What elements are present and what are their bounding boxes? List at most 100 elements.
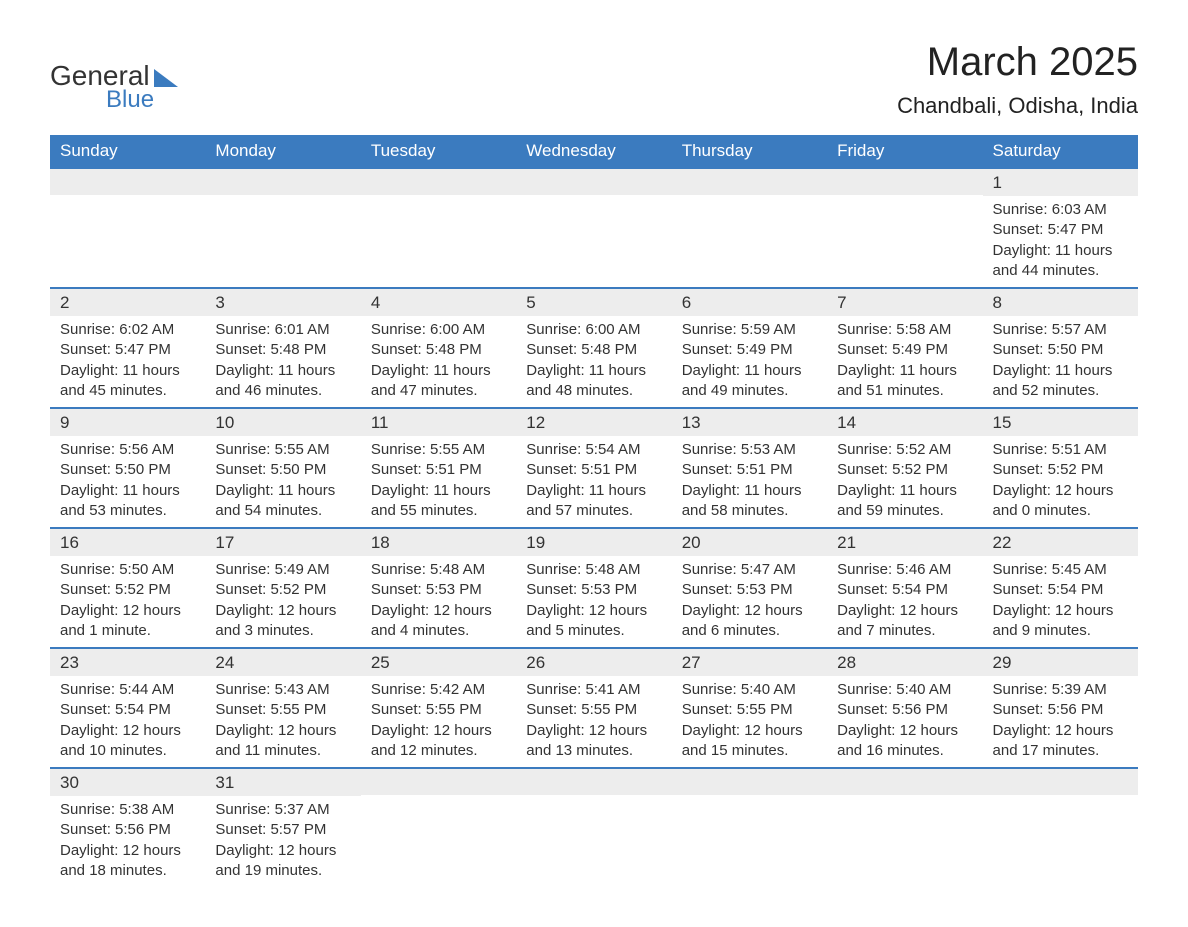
day-number: 19 [516,529,671,556]
day-content: Sunrise: 5:48 AMSunset: 5:53 PMDaylight:… [516,556,671,647]
day-number: 26 [516,649,671,676]
sunset-text: Sunset: 5:52 PM [837,460,972,480]
sunset-text: Sunset: 5:47 PM [60,340,195,360]
day-number: 13 [672,409,827,436]
daylight-text: Daylight: 12 hours and 0 minutes. [993,481,1128,522]
day-number: 20 [672,529,827,556]
day-number: 2 [50,289,205,316]
sunrise-text: Sunrise: 5:37 AM [215,800,350,820]
day-number: 1 [983,169,1138,196]
day-number: 8 [983,289,1138,316]
sunrise-text: Sunrise: 6:01 AM [215,320,350,340]
calendar-day-cell [50,168,205,288]
day-content: Sunrise: 5:38 AMSunset: 5:56 PMDaylight:… [50,796,205,887]
sunrise-text: Sunrise: 5:40 AM [837,680,972,700]
day-number: 25 [361,649,516,676]
calendar-day-cell [205,168,360,288]
calendar-day-cell [361,168,516,288]
sunset-text: Sunset: 5:56 PM [60,820,195,840]
daylight-text: Daylight: 11 hours and 54 minutes. [215,481,350,522]
sunrise-text: Sunrise: 5:59 AM [682,320,817,340]
sunrise-text: Sunrise: 5:41 AM [526,680,661,700]
calendar-week-row: 23Sunrise: 5:44 AMSunset: 5:54 PMDayligh… [50,648,1138,768]
day-content: Sunrise: 6:00 AMSunset: 5:48 PMDaylight:… [361,316,516,407]
day-content: Sunrise: 5:41 AMSunset: 5:55 PMDaylight:… [516,676,671,767]
sunrise-text: Sunrise: 6:00 AM [526,320,661,340]
calendar-day-cell: 6Sunrise: 5:59 AMSunset: 5:49 PMDaylight… [672,288,827,408]
day-number: 4 [361,289,516,316]
day-number [516,169,671,195]
day-number: 17 [205,529,360,556]
sunset-text: Sunset: 5:54 PM [993,580,1128,600]
day-number [50,169,205,195]
calendar-day-cell [672,768,827,887]
sunrise-text: Sunrise: 5:42 AM [371,680,506,700]
calendar-day-cell: 15Sunrise: 5:51 AMSunset: 5:52 PMDayligh… [983,408,1138,528]
day-number: 12 [516,409,671,436]
sunset-text: Sunset: 5:52 PM [993,460,1128,480]
daylight-text: Daylight: 11 hours and 51 minutes. [837,361,972,402]
sunset-text: Sunset: 5:55 PM [682,700,817,720]
sunset-text: Sunset: 5:54 PM [60,700,195,720]
daylight-text: Daylight: 11 hours and 45 minutes. [60,361,195,402]
sunset-text: Sunset: 5:53 PM [682,580,817,600]
day-content: Sunrise: 5:55 AMSunset: 5:50 PMDaylight:… [205,436,360,527]
calendar-day-cell: 23Sunrise: 5:44 AMSunset: 5:54 PMDayligh… [50,648,205,768]
sunset-text: Sunset: 5:53 PM [371,580,506,600]
day-header-tuesday: Tuesday [361,135,516,168]
daylight-text: Daylight: 12 hours and 1 minute. [60,601,195,642]
sunrise-text: Sunrise: 6:00 AM [371,320,506,340]
logo-text-blue: Blue [106,86,154,114]
page-header: General Blue March 2025 Chandbali, Odish… [50,40,1138,119]
sunset-text: Sunset: 5:51 PM [371,460,506,480]
sunrise-text: Sunrise: 5:46 AM [837,560,972,580]
sunset-text: Sunset: 5:53 PM [526,580,661,600]
calendar-day-cell: 7Sunrise: 5:58 AMSunset: 5:49 PMDaylight… [827,288,982,408]
sunset-text: Sunset: 5:48 PM [526,340,661,360]
day-header-sunday: Sunday [50,135,205,168]
day-content: Sunrise: 5:55 AMSunset: 5:51 PMDaylight:… [361,436,516,527]
day-content: Sunrise: 5:50 AMSunset: 5:52 PMDaylight:… [50,556,205,647]
day-number [205,169,360,195]
calendar-day-cell: 17Sunrise: 5:49 AMSunset: 5:52 PMDayligh… [205,528,360,648]
sunset-text: Sunset: 5:50 PM [993,340,1128,360]
calendar-table: Sunday Monday Tuesday Wednesday Thursday… [50,135,1138,887]
calendar-day-cell: 12Sunrise: 5:54 AMSunset: 5:51 PMDayligh… [516,408,671,528]
daylight-text: Daylight: 11 hours and 52 minutes. [993,361,1128,402]
day-content: Sunrise: 5:56 AMSunset: 5:50 PMDaylight:… [50,436,205,527]
sunset-text: Sunset: 5:55 PM [371,700,506,720]
calendar-day-cell: 11Sunrise: 5:55 AMSunset: 5:51 PMDayligh… [361,408,516,528]
daylight-text: Daylight: 11 hours and 44 minutes. [993,241,1128,282]
day-number [672,769,827,795]
day-number: 15 [983,409,1138,436]
calendar-week-row: 30Sunrise: 5:38 AMSunset: 5:56 PMDayligh… [50,768,1138,887]
day-number: 23 [50,649,205,676]
calendar-day-cell: 21Sunrise: 5:46 AMSunset: 5:54 PMDayligh… [827,528,982,648]
day-content: Sunrise: 5:53 AMSunset: 5:51 PMDaylight:… [672,436,827,527]
daylight-text: Daylight: 11 hours and 58 minutes. [682,481,817,522]
calendar-week-row: 9Sunrise: 5:56 AMSunset: 5:50 PMDaylight… [50,408,1138,528]
calendar-day-cell: 5Sunrise: 6:00 AMSunset: 5:48 PMDaylight… [516,288,671,408]
sunrise-text: Sunrise: 6:02 AM [60,320,195,340]
day-content: Sunrise: 5:43 AMSunset: 5:55 PMDaylight:… [205,676,360,767]
day-number: 9 [50,409,205,436]
calendar-day-cell: 18Sunrise: 5:48 AMSunset: 5:53 PMDayligh… [361,528,516,648]
day-content: Sunrise: 5:58 AMSunset: 5:49 PMDaylight:… [827,316,982,407]
sunset-text: Sunset: 5:49 PM [837,340,972,360]
daylight-text: Daylight: 11 hours and 47 minutes. [371,361,506,402]
sunset-text: Sunset: 5:49 PM [682,340,817,360]
calendar-day-cell [983,768,1138,887]
sunset-text: Sunset: 5:56 PM [837,700,972,720]
calendar-day-cell [672,168,827,288]
sunrise-text: Sunrise: 5:48 AM [526,560,661,580]
sunset-text: Sunset: 5:48 PM [215,340,350,360]
day-content: Sunrise: 5:48 AMSunset: 5:53 PMDaylight:… [361,556,516,647]
calendar-day-cell [827,768,982,887]
sunset-text: Sunset: 5:55 PM [526,700,661,720]
day-number: 24 [205,649,360,676]
day-header-friday: Friday [827,135,982,168]
location-text: Chandbali, Odisha, India [897,93,1138,119]
month-title: March 2025 [897,40,1138,85]
day-content: Sunrise: 5:40 AMSunset: 5:56 PMDaylight:… [827,676,982,767]
calendar-day-cell: 16Sunrise: 5:50 AMSunset: 5:52 PMDayligh… [50,528,205,648]
